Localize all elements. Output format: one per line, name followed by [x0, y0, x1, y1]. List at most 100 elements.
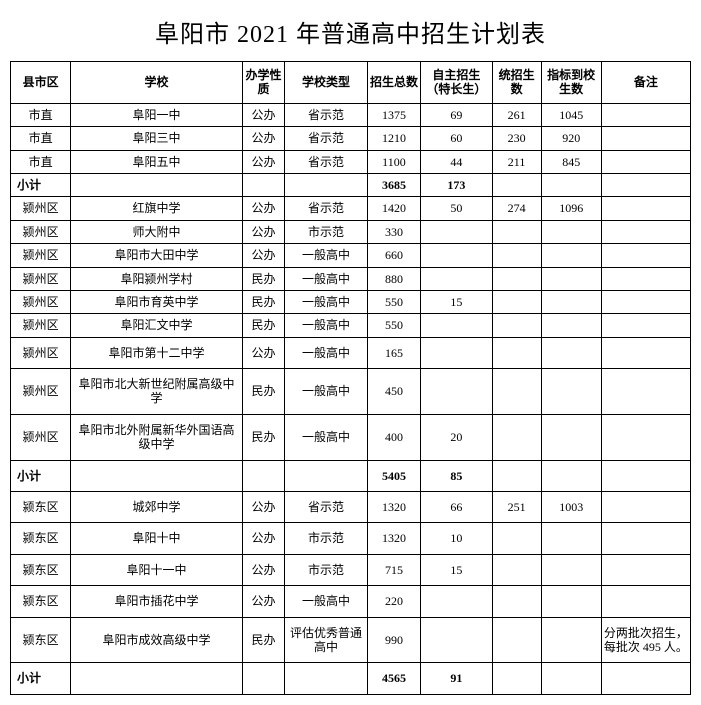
cell	[242, 663, 284, 694]
cell-self	[421, 617, 492, 663]
cell-n: 公办	[242, 150, 284, 173]
cell-s: 阜阳十中	[71, 523, 243, 554]
cell-self	[421, 244, 492, 267]
cell-self: 69	[421, 103, 492, 126]
cell-uni: 230	[492, 127, 541, 150]
table-row: 颍州区师大附中公办市示范330	[11, 220, 691, 243]
cell-note	[601, 337, 690, 368]
cell-n: 民办	[242, 267, 284, 290]
cell-quo	[541, 554, 601, 585]
cell-note	[601, 523, 690, 554]
table-row: 颍州区红旗中学公办省示范1420502741096	[11, 197, 691, 220]
cell-s: 阜阳市北大新世纪附属高级中学	[71, 369, 243, 415]
subtotal-label: 小计	[11, 460, 71, 491]
cell-uni: 261	[492, 103, 541, 126]
cell	[242, 173, 284, 196]
cell-d: 颍州区	[11, 414, 71, 460]
cell-note	[601, 369, 690, 415]
cell-s: 红旗中学	[71, 197, 243, 220]
cell-s: 阜阳市插花中学	[71, 586, 243, 617]
cell-s: 阜阳五中	[71, 150, 243, 173]
cell-n: 民办	[242, 314, 284, 337]
cell-tot: 400	[367, 414, 421, 460]
cell-t: 一般高中	[285, 414, 367, 460]
cell-self: 15	[421, 554, 492, 585]
cell: 91	[421, 663, 492, 694]
cell-d: 颍东区	[11, 492, 71, 523]
cell-d: 颍东区	[11, 617, 71, 663]
cell-self: 44	[421, 150, 492, 173]
cell-s: 阜阳市育英中学	[71, 290, 243, 313]
enrollment-table: 县市区 学校 办学性质 学校类型 招生总数 自主招生（特长生） 统招生数 指标到…	[10, 61, 691, 695]
cell	[541, 460, 601, 491]
cell	[71, 460, 243, 491]
cell-t: 省示范	[285, 197, 367, 220]
cell-t: 一般高中	[285, 337, 367, 368]
cell-t: 省示范	[285, 127, 367, 150]
cell-s: 阜阳三中	[71, 127, 243, 150]
cell-d: 颍州区	[11, 369, 71, 415]
cell-n: 公办	[242, 103, 284, 126]
cell-n: 公办	[242, 197, 284, 220]
col-district: 县市区	[11, 62, 71, 104]
cell-quo: 1045	[541, 103, 601, 126]
cell-note	[601, 103, 690, 126]
cell-quo: 845	[541, 150, 601, 173]
cell-s: 阜阳颍州学村	[71, 267, 243, 290]
cell-quo	[541, 414, 601, 460]
cell-t: 市示范	[285, 554, 367, 585]
page-title: 阜阳市 2021 年普通高中招生计划表	[10, 14, 691, 49]
cell-s: 阜阳市北外附属新华外国语高级中学	[71, 414, 243, 460]
cell-note	[601, 127, 690, 150]
cell-s: 阜阳十一中	[71, 554, 243, 585]
table-row: 颍东区阜阳市成效高级中学民办评估优秀普通高中990分两批次招生，每批次 495 …	[11, 617, 691, 663]
col-self: 自主招生（特长生）	[421, 62, 492, 104]
cell-uni	[492, 220, 541, 243]
cell-t: 一般高中	[285, 369, 367, 415]
cell	[541, 663, 601, 694]
cell	[285, 663, 367, 694]
cell-uni	[492, 554, 541, 585]
cell-note: 分两批次招生，每批次 495 人。	[601, 617, 690, 663]
cell-d: 颍东区	[11, 523, 71, 554]
cell-self: 15	[421, 290, 492, 313]
cell-d: 市直	[11, 150, 71, 173]
cell-d: 颍州区	[11, 314, 71, 337]
cell-t: 一般高中	[285, 314, 367, 337]
cell-quo	[541, 369, 601, 415]
cell-tot: 1100	[367, 150, 421, 173]
cell-tot: 550	[367, 314, 421, 337]
cell-d: 颍东区	[11, 554, 71, 585]
cell-uni: 211	[492, 150, 541, 173]
subtotal-row: 小计3685173	[11, 173, 691, 196]
cell-quo	[541, 267, 601, 290]
cell-self: 20	[421, 414, 492, 460]
cell-s: 城郊中学	[71, 492, 243, 523]
cell: 5405	[367, 460, 421, 491]
cell: 4565	[367, 663, 421, 694]
cell-quo	[541, 523, 601, 554]
col-nature: 办学性质	[242, 62, 284, 104]
cell-note	[601, 314, 690, 337]
cell-s: 阜阳市第十二中学	[71, 337, 243, 368]
cell	[71, 173, 243, 196]
cell	[541, 173, 601, 196]
cell-self: 10	[421, 523, 492, 554]
table-row: 颍州区阜阳市第十二中学公办一般高中165	[11, 337, 691, 368]
cell-self	[421, 220, 492, 243]
subtotal-label: 小计	[11, 663, 71, 694]
col-unified: 统招生数	[492, 62, 541, 104]
cell-quo	[541, 314, 601, 337]
cell-s: 阜阳市成效高级中学	[71, 617, 243, 663]
cell	[492, 173, 541, 196]
table-row: 颍州区阜阳颍州学村民办一般高中880	[11, 267, 691, 290]
cell-note	[601, 197, 690, 220]
cell-n: 公办	[242, 554, 284, 585]
cell-d: 颍州区	[11, 244, 71, 267]
cell	[492, 663, 541, 694]
cell-n: 公办	[242, 127, 284, 150]
cell-n: 公办	[242, 492, 284, 523]
cell-t: 市示范	[285, 220, 367, 243]
table-row: 颍州区阜阳汇文中学民办一般高中550	[11, 314, 691, 337]
cell	[492, 460, 541, 491]
